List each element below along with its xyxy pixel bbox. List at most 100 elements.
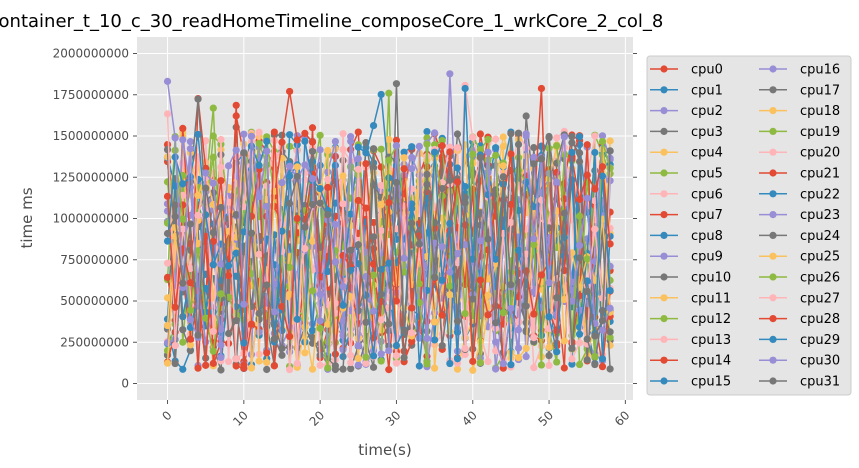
data-point — [514, 140, 523, 149]
legend-label: cpu2 — [691, 104, 723, 119]
data-point — [575, 339, 584, 347]
data-point — [186, 341, 195, 349]
data-point — [171, 341, 179, 350]
data-point — [255, 193, 263, 201]
legend-label: cpu24 — [800, 229, 840, 244]
legend-item-cpu21: cpu21 — [759, 167, 840, 182]
data-point — [553, 178, 561, 186]
data-point — [415, 142, 423, 150]
data-point — [492, 338, 500, 346]
data-point — [354, 354, 362, 363]
legend-marker — [769, 356, 777, 364]
data-point — [392, 341, 401, 350]
data-point — [446, 291, 454, 299]
data-point — [331, 137, 339, 146]
data-point — [492, 255, 500, 263]
data-point — [339, 130, 347, 138]
data-point — [392, 80, 401, 88]
data-point — [263, 147, 271, 155]
data-point — [568, 133, 576, 141]
data-point — [469, 295, 477, 303]
data-point — [339, 200, 347, 208]
data-point — [179, 313, 187, 321]
data-point — [339, 317, 347, 325]
data-point — [476, 237, 484, 245]
data-point — [293, 172, 301, 181]
data-point — [453, 178, 462, 186]
data-point — [224, 198, 233, 206]
data-point — [324, 168, 332, 176]
data-point — [484, 357, 492, 366]
data-point — [560, 133, 568, 141]
legend-marker — [660, 273, 668, 281]
data-point — [522, 302, 530, 310]
data-point — [385, 89, 393, 97]
data-point — [255, 128, 263, 136]
data-point — [522, 353, 530, 361]
data-point — [171, 359, 179, 368]
data-point — [354, 143, 362, 151]
data-point — [202, 314, 210, 322]
data-point — [484, 291, 492, 299]
legend-item-cpu16: cpu16 — [759, 63, 840, 78]
data-point — [194, 191, 202, 199]
legend-marker — [660, 315, 668, 323]
data-point — [339, 301, 347, 309]
legend-marker — [769, 169, 777, 177]
data-point — [308, 147, 317, 156]
data-point — [461, 350, 469, 359]
data-point — [484, 135, 492, 144]
data-point — [347, 163, 355, 171]
data-point — [461, 241, 469, 249]
data-point — [545, 278, 553, 287]
data-point — [354, 306, 362, 315]
data-point — [232, 146, 240, 154]
legend-item-cpu17: cpu17 — [759, 83, 840, 98]
data-point — [598, 132, 607, 140]
data-point — [484, 235, 492, 243]
data-point — [179, 124, 187, 133]
legend: cpu0 cpu1 cpu2 cpu3 cpu4 cpu5 cpu6 cpu7 cpu8 cpu9… — [646, 55, 852, 396]
legend-marker — [769, 377, 777, 385]
data-point — [286, 131, 294, 139]
legend-item-cpu19: cpu19 — [759, 125, 840, 140]
data-point — [453, 250, 462, 258]
data-point — [461, 183, 469, 191]
data-point — [217, 177, 225, 185]
data-point — [308, 326, 317, 335]
data-point — [316, 131, 324, 139]
data-point — [408, 200, 416, 208]
legend-label: cpu22 — [800, 187, 840, 202]
data-point — [598, 294, 607, 302]
legend-item-cpu28: cpu28 — [759, 312, 840, 327]
data-point — [308, 237, 317, 245]
data-point — [217, 135, 225, 144]
data-point — [217, 260, 225, 268]
data-point — [232, 317, 240, 325]
legend-item-cpu5: cpu5 — [650, 167, 723, 182]
data-point — [171, 223, 179, 232]
data-point — [339, 172, 347, 180]
data-point — [377, 145, 385, 153]
data-point — [453, 259, 462, 267]
data-point — [179, 225, 187, 233]
data-point — [530, 364, 538, 372]
data-point — [461, 193, 469, 201]
data-point — [507, 281, 515, 289]
data-point — [278, 138, 286, 146]
data-point — [514, 344, 523, 352]
legend-item-cpu11: cpu11 — [650, 291, 731, 306]
data-point — [408, 165, 416, 173]
data-point — [553, 142, 561, 150]
legend-label: cpu1 — [691, 83, 723, 98]
data-point — [598, 317, 607, 325]
data-point — [392, 352, 401, 360]
data-point — [469, 133, 477, 142]
data-point — [362, 359, 370, 367]
data-point — [194, 130, 202, 139]
data-point — [286, 263, 294, 271]
data-point — [492, 365, 500, 373]
data-point — [171, 303, 179, 311]
data-point — [217, 290, 225, 298]
legend-label: cpu17 — [800, 83, 840, 98]
